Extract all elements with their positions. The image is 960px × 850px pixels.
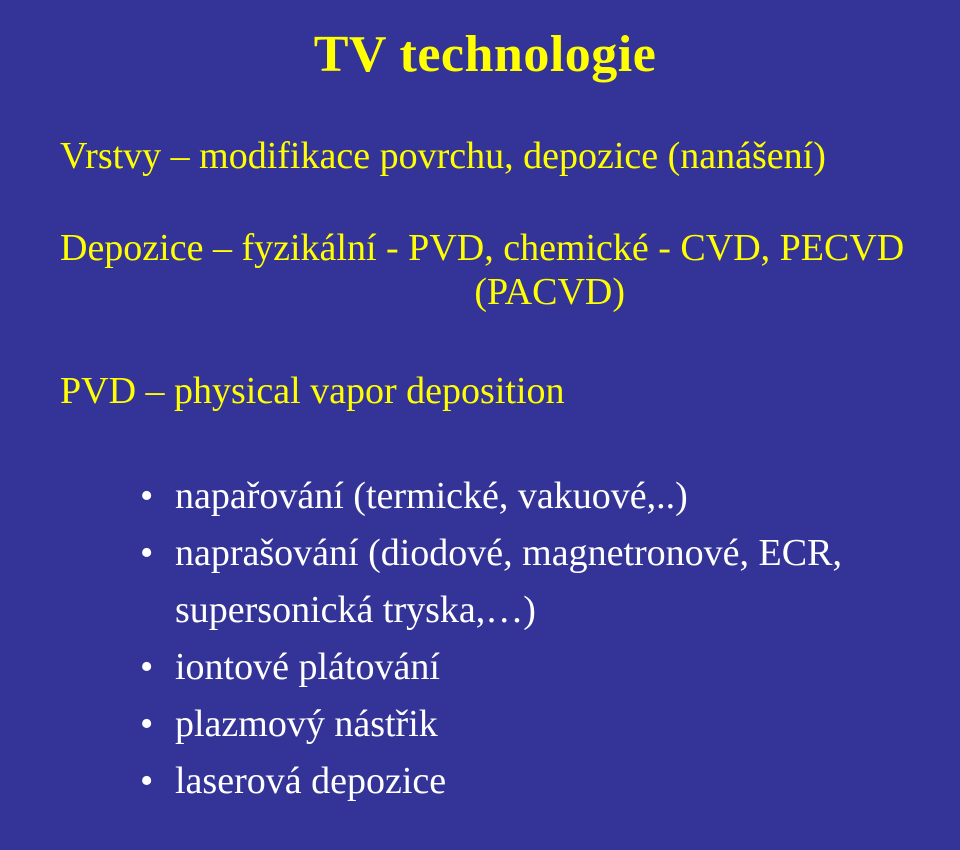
heading-line-2-sub: (PACVD) bbox=[60, 270, 910, 314]
heading-line-2: Depozice – fyzikální - PVD, chemické - C… bbox=[60, 226, 910, 270]
heading-line-3: PVD – physical vapor deposition bbox=[60, 369, 910, 413]
heading-line-1: Vrstvy – modifikace povrchu, depozice (n… bbox=[60, 134, 910, 178]
slide-title: TV technologie bbox=[60, 25, 910, 84]
list-item: napařování (termické, vakuové,..) bbox=[140, 468, 910, 525]
list-item: naprašování (diodové, magnetronové, ECR,… bbox=[140, 525, 910, 639]
slide-container: TV technologie Vrstvy – modifikace povrc… bbox=[0, 0, 960, 850]
heading-line-2-wrap: Depozice – fyzikální - PVD, chemické - C… bbox=[60, 226, 910, 314]
list-item: iontové plátování bbox=[140, 639, 910, 696]
list-item: plazmový nástřik bbox=[140, 696, 910, 753]
bullet-list: napařování (termické, vakuové,..) napraš… bbox=[60, 468, 910, 810]
list-item: laserová depozice bbox=[140, 753, 910, 810]
